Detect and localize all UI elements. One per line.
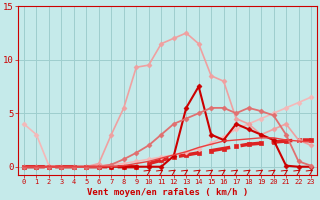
X-axis label: Vent moyen/en rafales ( km/h ): Vent moyen/en rafales ( km/h ) [87,188,248,197]
